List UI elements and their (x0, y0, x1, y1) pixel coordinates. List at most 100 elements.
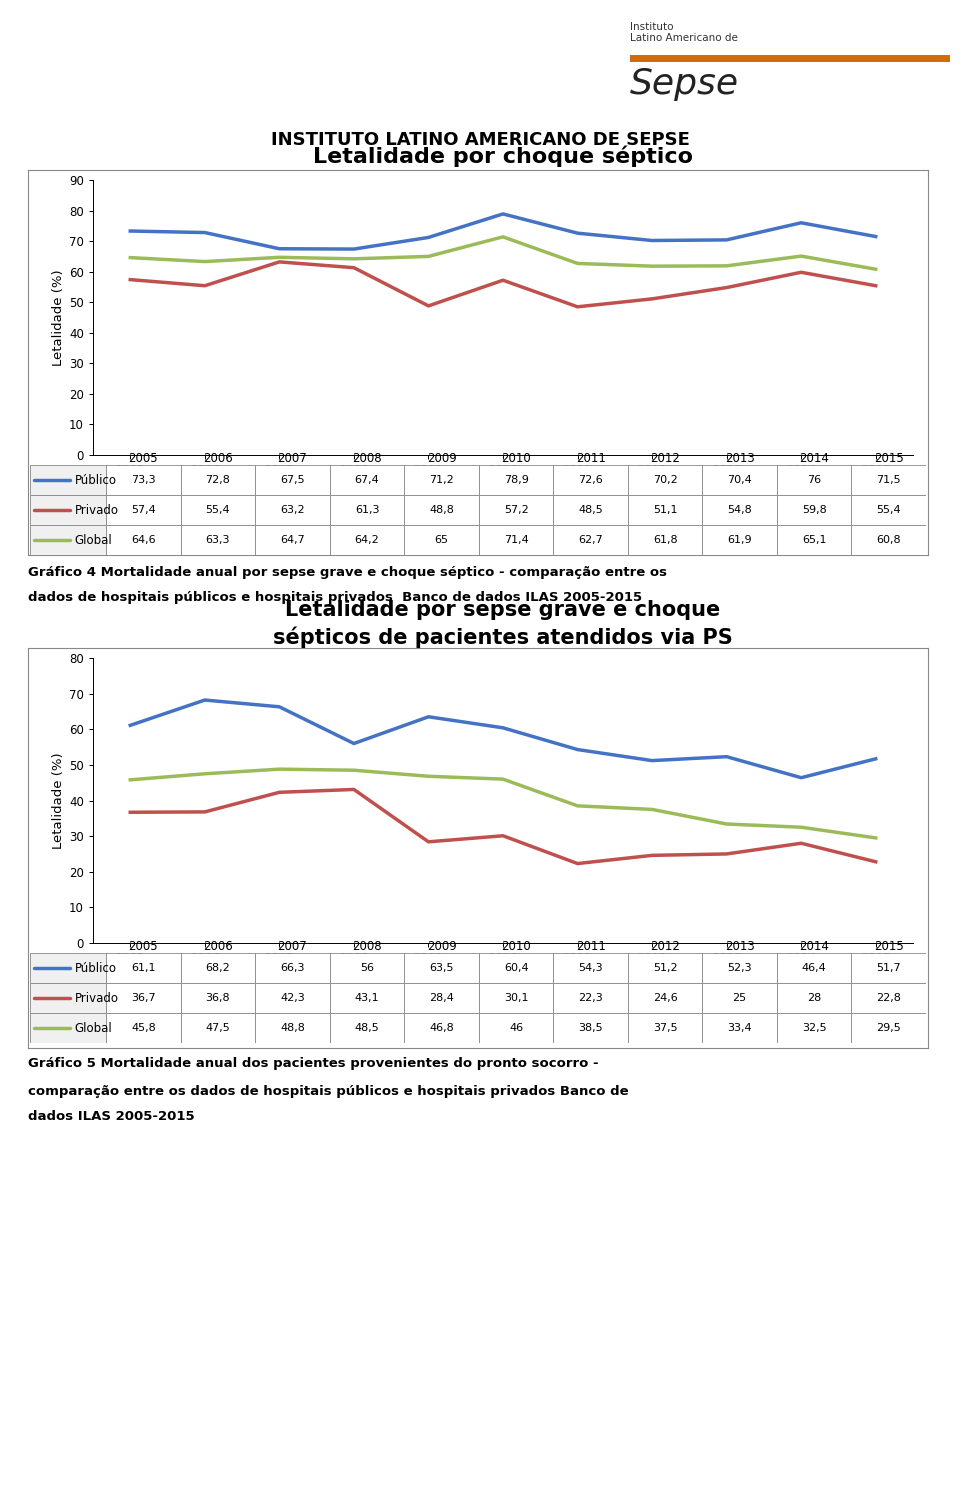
FancyBboxPatch shape (628, 525, 703, 555)
Text: 64,7: 64,7 (280, 536, 305, 544)
FancyBboxPatch shape (479, 982, 553, 1012)
Text: 33,4: 33,4 (728, 1023, 752, 1034)
FancyBboxPatch shape (107, 525, 180, 555)
Text: 57,4: 57,4 (132, 506, 156, 515)
Text: 46: 46 (509, 1023, 523, 1034)
Text: 2013: 2013 (725, 452, 755, 465)
FancyBboxPatch shape (852, 495, 926, 525)
Text: Gráfico 5 Mortalidade anual dos pacientes provenientes do pronto socorro -: Gráfico 5 Mortalidade anual dos paciente… (28, 1056, 599, 1070)
Text: 2015: 2015 (874, 940, 903, 952)
Text: 2008: 2008 (352, 452, 382, 465)
Text: 2012: 2012 (650, 940, 680, 952)
Text: 61,8: 61,8 (653, 536, 678, 544)
Text: 2009: 2009 (426, 452, 456, 465)
FancyBboxPatch shape (404, 525, 479, 555)
FancyBboxPatch shape (777, 1013, 852, 1042)
Text: 2009: 2009 (426, 940, 456, 952)
FancyBboxPatch shape (777, 495, 852, 525)
Text: 36,8: 36,8 (205, 993, 230, 1004)
Text: Global: Global (75, 1022, 112, 1035)
FancyBboxPatch shape (255, 1013, 329, 1042)
Text: 65: 65 (435, 536, 448, 544)
Text: 67,5: 67,5 (280, 476, 304, 484)
Text: Gráfico 4 Mortalidade anual por sepse grave e choque séptico - comparação entre : Gráfico 4 Mortalidade anual por sepse gr… (28, 566, 667, 579)
FancyBboxPatch shape (628, 982, 703, 1012)
Text: 48,8: 48,8 (280, 1023, 305, 1034)
FancyBboxPatch shape (180, 525, 255, 555)
Text: 51,1: 51,1 (653, 506, 678, 515)
Text: 61,3: 61,3 (355, 506, 379, 515)
FancyBboxPatch shape (329, 465, 404, 495)
Text: 76: 76 (807, 476, 821, 484)
Text: 2010: 2010 (501, 940, 531, 952)
Text: Instituto
Latino Americano de: Instituto Latino Americano de (630, 21, 738, 44)
Text: 67,4: 67,4 (354, 476, 379, 484)
Text: 29,5: 29,5 (876, 1023, 901, 1034)
FancyBboxPatch shape (553, 495, 628, 525)
Text: 61,9: 61,9 (728, 536, 752, 544)
Text: 73,3: 73,3 (132, 476, 156, 484)
FancyBboxPatch shape (329, 982, 404, 1012)
Text: 78,9: 78,9 (504, 476, 529, 484)
Text: 48,5: 48,5 (354, 1023, 379, 1034)
Text: 51,2: 51,2 (653, 963, 678, 974)
FancyBboxPatch shape (777, 982, 852, 1012)
FancyBboxPatch shape (180, 495, 255, 525)
Text: 54,8: 54,8 (728, 506, 752, 515)
Y-axis label: Letalidade (%): Letalidade (%) (52, 268, 65, 366)
FancyBboxPatch shape (329, 1013, 404, 1042)
FancyBboxPatch shape (553, 465, 628, 495)
Text: 48,8: 48,8 (429, 506, 454, 515)
FancyBboxPatch shape (852, 1013, 926, 1042)
Text: 2007: 2007 (277, 452, 307, 465)
Text: Público: Público (75, 962, 117, 975)
FancyBboxPatch shape (553, 525, 628, 555)
Text: 37,5: 37,5 (653, 1023, 678, 1034)
Text: 70,4: 70,4 (728, 476, 752, 484)
FancyBboxPatch shape (255, 525, 329, 555)
FancyBboxPatch shape (404, 982, 479, 1012)
Text: 45,8: 45,8 (132, 1023, 156, 1034)
Text: 2012: 2012 (650, 452, 680, 465)
FancyBboxPatch shape (852, 465, 926, 495)
Text: 56: 56 (360, 963, 374, 974)
FancyBboxPatch shape (30, 465, 107, 495)
Text: 2008: 2008 (352, 940, 382, 952)
FancyBboxPatch shape (479, 952, 553, 982)
FancyBboxPatch shape (255, 952, 329, 982)
Text: 64,6: 64,6 (132, 536, 156, 544)
FancyBboxPatch shape (553, 982, 628, 1012)
Text: 2007: 2007 (277, 940, 307, 952)
Text: 2010: 2010 (501, 452, 531, 465)
Text: 47,5: 47,5 (205, 1023, 230, 1034)
FancyBboxPatch shape (107, 495, 180, 525)
Text: 59,8: 59,8 (802, 506, 827, 515)
FancyBboxPatch shape (777, 465, 852, 495)
FancyBboxPatch shape (479, 465, 553, 495)
Text: 63,3: 63,3 (205, 536, 230, 544)
Text: 65,1: 65,1 (802, 536, 827, 544)
Text: 28,4: 28,4 (429, 993, 454, 1004)
Text: comparação entre os dados de hospitais públicos e hospitais privados Banco de: comparação entre os dados de hospitais p… (28, 1084, 629, 1098)
FancyBboxPatch shape (703, 982, 777, 1012)
Text: 2006: 2006 (204, 940, 233, 952)
Text: 30,1: 30,1 (504, 993, 528, 1004)
FancyBboxPatch shape (30, 495, 107, 525)
Text: 22,3: 22,3 (578, 993, 603, 1004)
FancyBboxPatch shape (628, 495, 703, 525)
FancyBboxPatch shape (703, 465, 777, 495)
Text: 54,3: 54,3 (578, 963, 603, 974)
Text: 43,1: 43,1 (354, 993, 379, 1004)
Text: 22,8: 22,8 (876, 993, 901, 1004)
Text: 51,7: 51,7 (876, 963, 901, 974)
Text: 55,4: 55,4 (205, 506, 230, 515)
FancyBboxPatch shape (703, 495, 777, 525)
FancyBboxPatch shape (852, 525, 926, 555)
Text: 72,8: 72,8 (205, 476, 230, 484)
Text: 2011: 2011 (576, 940, 606, 952)
FancyBboxPatch shape (404, 465, 479, 495)
Text: 48,5: 48,5 (578, 506, 603, 515)
FancyBboxPatch shape (255, 465, 329, 495)
Text: 46,4: 46,4 (802, 963, 827, 974)
Text: 71,2: 71,2 (429, 476, 454, 484)
